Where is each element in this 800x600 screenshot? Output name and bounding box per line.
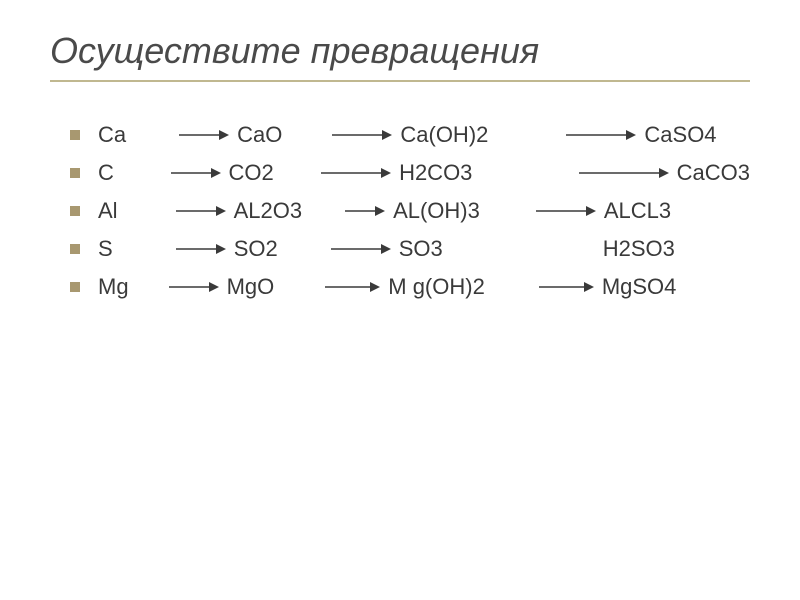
bullet-icon	[70, 244, 80, 254]
arrow-icon	[171, 166, 221, 180]
transformation-line: Ca CaO Ca(OH)2 CaSO4	[70, 122, 750, 148]
arrow-icon	[325, 280, 380, 294]
compound-label: Mg	[98, 274, 129, 300]
transformation-line: C CO2 H2CO3 CaCO3	[70, 160, 750, 186]
arrow-icon	[566, 128, 636, 142]
compound-label: MgO	[227, 274, 275, 300]
compound-label: Ca	[98, 122, 126, 148]
arrow-icon	[332, 128, 392, 142]
compound-label: M g(OH)2	[388, 274, 485, 300]
bullet-icon	[70, 130, 80, 140]
page-title: Осуществите превращения	[50, 30, 750, 72]
compound-label: H2CO3	[399, 160, 472, 186]
title-underline	[50, 80, 750, 82]
compound-label: Ca(OH)2	[400, 122, 488, 148]
transformation-line: Al AL2O3 AL(OH)3 ALCL3	[70, 198, 750, 224]
compound-label: ALCL3	[604, 198, 671, 224]
bullet-icon	[70, 282, 80, 292]
compound-label: C	[98, 160, 114, 186]
compound-label: H2SO3	[603, 236, 675, 262]
compound-label: AL2O3	[234, 198, 303, 224]
compound-label: Al	[98, 198, 118, 224]
arrow-icon	[179, 128, 229, 142]
arrow-icon	[345, 204, 385, 218]
compound-label: MgSO4	[602, 274, 677, 300]
arrow-icon	[169, 280, 219, 294]
bullet-icon	[70, 206, 80, 216]
arrow-icon	[176, 242, 226, 256]
compound-label: SO3	[399, 236, 443, 262]
compound-label: S	[98, 236, 113, 262]
compound-label: CaCO3	[677, 160, 750, 186]
compound-label: CaO	[237, 122, 282, 148]
compound-label: AL(OH)3	[393, 198, 480, 224]
compound-label: SO2	[234, 236, 278, 262]
arrow-icon	[331, 242, 391, 256]
transformation-line: S SO2 SO3 H2SO3	[70, 236, 750, 262]
bullet-icon	[70, 168, 80, 178]
arrow-icon	[176, 204, 226, 218]
arrow-icon	[321, 166, 391, 180]
compound-label: CaSO4	[644, 122, 716, 148]
transformation-line: Mg MgO M g(OH)2 MgSO4	[70, 274, 750, 300]
arrow-icon	[579, 166, 669, 180]
transformations-list: Ca CaO Ca(OH)2 CaSO4 C CO2 H2CO3 CaCO3 Al AL2O3 AL…	[50, 122, 750, 300]
arrow-icon	[536, 204, 596, 218]
compound-label: CO2	[229, 160, 274, 186]
arrow-icon	[539, 280, 594, 294]
